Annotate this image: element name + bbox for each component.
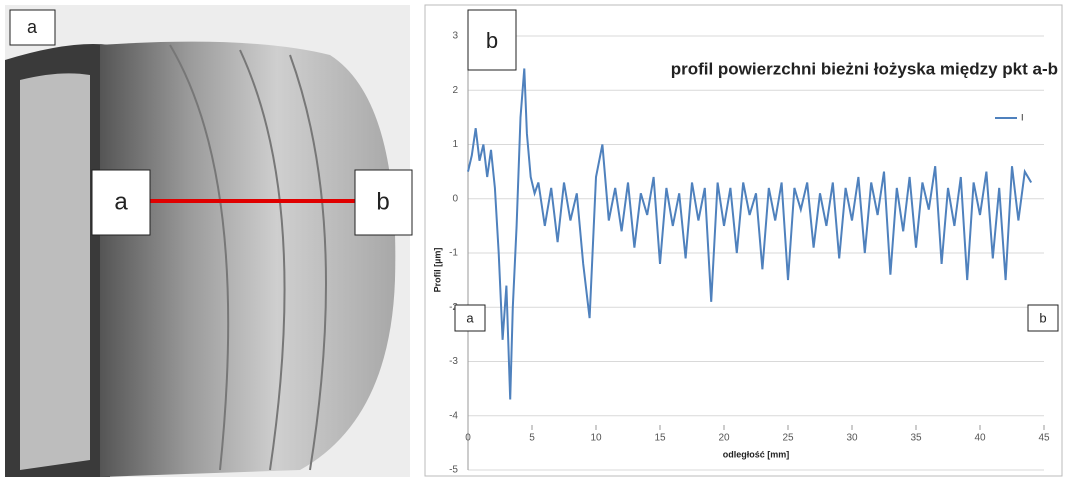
bearing-race bbox=[100, 41, 396, 477]
x-tick-label: 30 bbox=[846, 433, 858, 444]
legend-label: I bbox=[1021, 112, 1024, 122]
point-label: a bbox=[114, 188, 128, 215]
point-label: b bbox=[376, 188, 389, 215]
bearing-bore bbox=[20, 73, 90, 470]
y-tick-label: -3 bbox=[449, 356, 458, 367]
panel-label-box bbox=[467, 9, 517, 71]
chart-title: profil powierzchni bieżni łożyska między… bbox=[671, 59, 1058, 78]
x-tick-label: 5 bbox=[529, 433, 535, 444]
data-line bbox=[467, 68, 1033, 400]
y-tick-label: 0 bbox=[452, 193, 458, 204]
y-tick-label: -4 bbox=[449, 410, 458, 421]
y-axis-title: Profil [µm] bbox=[432, 248, 442, 293]
y-tick-label: 3 bbox=[452, 31, 458, 42]
point-box bbox=[91, 169, 151, 236]
x-tick-label: 20 bbox=[718, 433, 730, 444]
photo: a a b bbox=[5, 5, 413, 477]
x-tick-label: 0 bbox=[465, 433, 471, 444]
y-tick-label: -5 bbox=[449, 465, 458, 476]
x-tick-label: 10 bbox=[590, 433, 602, 444]
panel-label-box bbox=[9, 9, 56, 46]
y-tick-label: -1 bbox=[449, 248, 458, 259]
x-tick-label: 25 bbox=[782, 433, 794, 444]
annotation: a bbox=[466, 310, 474, 325]
x-tick-label: 15 bbox=[654, 433, 666, 444]
annotation-box bbox=[1027, 304, 1059, 332]
y-tick-label: 1 bbox=[452, 139, 458, 150]
y-tick-label: 2 bbox=[452, 85, 458, 96]
x-tick-label: 35 bbox=[910, 433, 922, 444]
y-tick-label: -2 bbox=[449, 302, 458, 313]
race-grooves bbox=[169, 44, 327, 471]
chart-frame bbox=[424, 4, 1063, 477]
x-tick-label: 40 bbox=[974, 433, 986, 444]
panel-label: a bbox=[27, 17, 38, 37]
x-tick-label: 45 bbox=[1038, 433, 1050, 444]
point-box bbox=[354, 169, 413, 236]
annotation: b bbox=[1039, 310, 1046, 325]
annotation-box bbox=[454, 304, 486, 332]
x-axis-title: odległość [mm] bbox=[723, 449, 790, 459]
panel-label: b bbox=[486, 28, 498, 53]
